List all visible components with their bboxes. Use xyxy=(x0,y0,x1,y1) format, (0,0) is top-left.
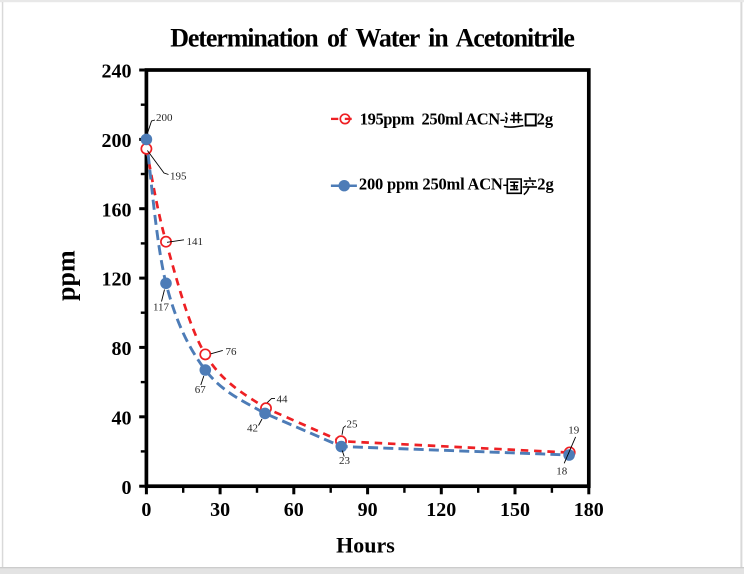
svg-text:44: 44 xyxy=(277,394,289,406)
svg-text:2g: 2g xyxy=(537,109,554,128)
svg-text:ppm: ppm xyxy=(52,250,81,301)
svg-text:Hours: Hours xyxy=(336,533,395,558)
svg-text:19: 19 xyxy=(568,425,580,437)
svg-text:42: 42 xyxy=(247,422,258,434)
svg-text:120: 120 xyxy=(426,499,456,521)
svg-text:23: 23 xyxy=(339,455,351,467)
svg-text:2g: 2g xyxy=(537,175,554,194)
svg-text:40: 40 xyxy=(112,407,132,429)
svg-text:Determination of Water in Acet: Determination of Water in Acetonitrile xyxy=(170,24,574,53)
svg-text:195: 195 xyxy=(170,171,187,183)
svg-text:76: 76 xyxy=(226,346,238,358)
svg-text:240: 240 xyxy=(102,61,132,83)
svg-text:180: 180 xyxy=(574,499,604,521)
svg-text:141: 141 xyxy=(187,236,204,248)
svg-text:18: 18 xyxy=(556,465,568,477)
svg-text:67: 67 xyxy=(195,384,207,396)
svg-text:90: 90 xyxy=(358,499,378,521)
svg-text:80: 80 xyxy=(112,338,132,360)
svg-text:150: 150 xyxy=(500,499,530,521)
svg-text:0: 0 xyxy=(141,499,151,521)
svg-text:195ppm 250ml ACN-: 195ppm 250ml ACN- xyxy=(360,109,505,128)
svg-text:120: 120 xyxy=(102,269,132,291)
svg-text:25: 25 xyxy=(347,419,359,431)
svg-text:60: 60 xyxy=(284,499,304,521)
svg-text:200: 200 xyxy=(102,130,132,152)
svg-text:30: 30 xyxy=(210,499,230,521)
svg-text:200: 200 xyxy=(156,112,173,124)
svg-text:0: 0 xyxy=(122,477,132,499)
svg-text:160: 160 xyxy=(102,199,132,221)
svg-text:117: 117 xyxy=(153,302,170,314)
svg-text:200 ppm 250ml ACN-: 200 ppm 250ml ACN- xyxy=(359,175,508,194)
